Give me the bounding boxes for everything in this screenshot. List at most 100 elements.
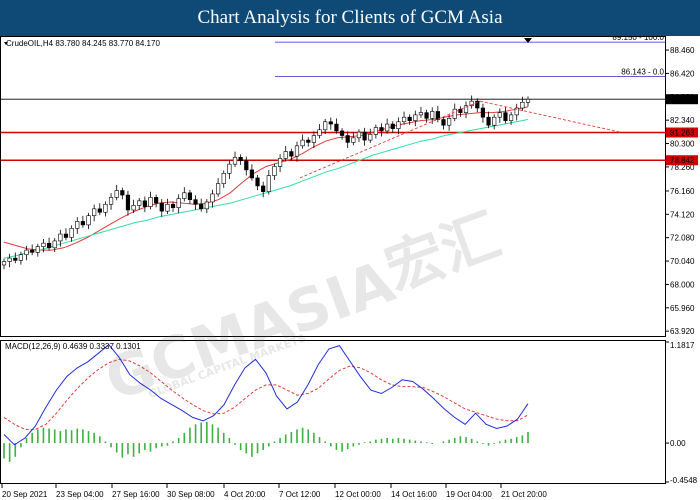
trend-line-projection — [479, 100, 621, 133]
price-layer: 89.150 - 100.0 86.143 - 0.0 — [1, 36, 666, 270]
candle-body — [193, 199, 198, 205]
candle-body — [108, 197, 114, 205]
trend-line — [299, 100, 481, 179]
candle-body — [97, 208, 102, 213]
candlestick — [475, 98, 480, 113]
candle-body — [210, 193, 215, 203]
candle-body — [187, 192, 193, 200]
axis-layer: 88.46086.42084.38082.34080.30078.26076.1… — [1, 46, 698, 499]
candlestick — [187, 189, 193, 204]
macd-tick-label: 0.00 — [670, 439, 686, 448]
candlestick — [63, 228, 69, 241]
candlestick — [407, 114, 412, 125]
candle-body — [413, 114, 418, 121]
candle-body — [46, 242, 52, 249]
candle-body — [142, 200, 147, 207]
candle-body — [249, 169, 255, 179]
candlestick — [92, 204, 97, 222]
candlestick — [7, 253, 12, 268]
macd-info: MACD(12,26,9) 0.4639 0.3337 0.1301 — [5, 342, 141, 351]
candlestick — [525, 96, 531, 107]
candlestick — [261, 181, 266, 198]
candlestick — [317, 124, 322, 139]
candlestick — [249, 164, 255, 181]
candlestick — [232, 151, 238, 168]
candlestick — [508, 112, 514, 125]
price-pane-frame — [0, 36, 666, 337]
candle-body — [255, 177, 260, 187]
candlestick — [35, 243, 40, 257]
candle-body — [452, 108, 457, 119]
candle-body — [114, 190, 119, 198]
candlestick — [294, 141, 300, 162]
candle-body — [373, 127, 378, 135]
candlestick — [58, 229, 63, 247]
candle-body — [492, 116, 497, 126]
candlestick — [289, 148, 294, 161]
candlestick — [328, 117, 333, 130]
time-tick-label: 12 Oct 00:00 — [335, 490, 381, 499]
candlestick — [142, 196, 147, 213]
candlestick — [300, 134, 305, 149]
candle-body — [447, 118, 452, 126]
candle-body — [475, 100, 480, 109]
candle-body — [148, 197, 153, 207]
candle-body — [92, 208, 97, 217]
price-tick-label: 82.340 — [670, 116, 695, 125]
symbol-dropdown-icon — [4, 42, 8, 45]
candlestick — [514, 103, 519, 121]
candlestick — [75, 217, 80, 234]
moving-average-line — [3, 119, 529, 259]
candle-body — [13, 257, 18, 261]
candle-body — [351, 137, 356, 143]
candle-body — [497, 112, 502, 118]
candlestick — [30, 244, 35, 256]
candle-body — [328, 121, 333, 125]
macd-layer — [3, 343, 529, 462]
candle-body — [390, 123, 395, 129]
candle-body — [232, 156, 238, 165]
candle-body — [137, 200, 142, 206]
candlestick — [266, 170, 271, 195]
candlestick — [238, 154, 243, 165]
price-tick-label: 74.120 — [670, 210, 695, 219]
candlestick — [154, 194, 159, 208]
price-tick-label: 65.960 — [670, 304, 695, 313]
candle-body — [266, 175, 271, 192]
candle-body — [441, 119, 446, 126]
price-tick-label: 68.000 — [670, 280, 695, 289]
candle-body — [159, 202, 164, 212]
symbol-info: CrudeOIL,H4 83.780 84.245 83.770 84.170 — [6, 39, 160, 48]
candle-body — [261, 185, 266, 192]
candlestick — [503, 106, 508, 124]
candlestick — [373, 124, 378, 139]
candle-body — [368, 134, 373, 141]
candlestick — [447, 114, 452, 131]
candle-body — [120, 190, 125, 196]
candlestick — [351, 132, 356, 146]
candlestick — [311, 131, 316, 149]
candlestick — [486, 111, 491, 129]
candle-body — [277, 158, 283, 167]
candle-body — [1, 261, 7, 266]
candle-body — [300, 139, 305, 147]
candle-body — [7, 257, 12, 262]
candle-body — [407, 116, 412, 121]
chart-canvas: GCMASIA 宏汇 GLOBAL CAPITAL MARKETS 89.150… — [0, 36, 698, 499]
price-tick-label: 63.920 — [670, 327, 695, 336]
candlestick — [80, 215, 85, 228]
candlestick — [390, 121, 395, 133]
candlestick — [221, 170, 226, 188]
candlestick — [441, 116, 446, 130]
candle-body — [463, 105, 469, 113]
candle-body — [317, 129, 322, 136]
candle-body — [221, 173, 226, 184]
candle-body — [63, 233, 69, 238]
macd-pane-frame — [0, 340, 666, 484]
fibonacci-label: 86.143 - 0.0 — [621, 68, 664, 77]
candlestick — [137, 197, 142, 210]
candle-body — [486, 116, 491, 126]
candlestick — [227, 159, 232, 179]
candle-body — [18, 254, 24, 261]
candle-body — [176, 198, 181, 208]
